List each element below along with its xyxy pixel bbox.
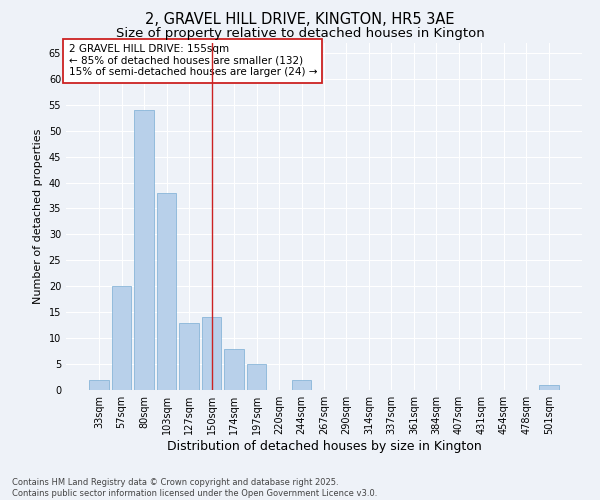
Bar [89,380,109,390]
Text: Contains HM Land Registry data © Crown copyright and database right 2025.
Contai: Contains HM Land Registry data © Crown c… [12,478,377,498]
Bar [112,286,131,390]
Bar [247,364,266,390]
Bar [179,322,199,390]
Bar [134,110,154,390]
X-axis label: Distribution of detached houses by size in Kington: Distribution of detached houses by size … [167,440,481,453]
Bar [292,380,311,390]
Text: Size of property relative to detached houses in Kington: Size of property relative to detached ho… [116,28,484,40]
Text: 2, GRAVEL HILL DRIVE, KINGTON, HR5 3AE: 2, GRAVEL HILL DRIVE, KINGTON, HR5 3AE [145,12,455,28]
Bar [539,385,559,390]
Bar [157,193,176,390]
Bar [202,318,221,390]
Bar [224,348,244,390]
Y-axis label: Number of detached properties: Number of detached properties [33,128,43,304]
Text: 2 GRAVEL HILL DRIVE: 155sqm
← 85% of detached houses are smaller (132)
15% of se: 2 GRAVEL HILL DRIVE: 155sqm ← 85% of det… [68,44,317,78]
